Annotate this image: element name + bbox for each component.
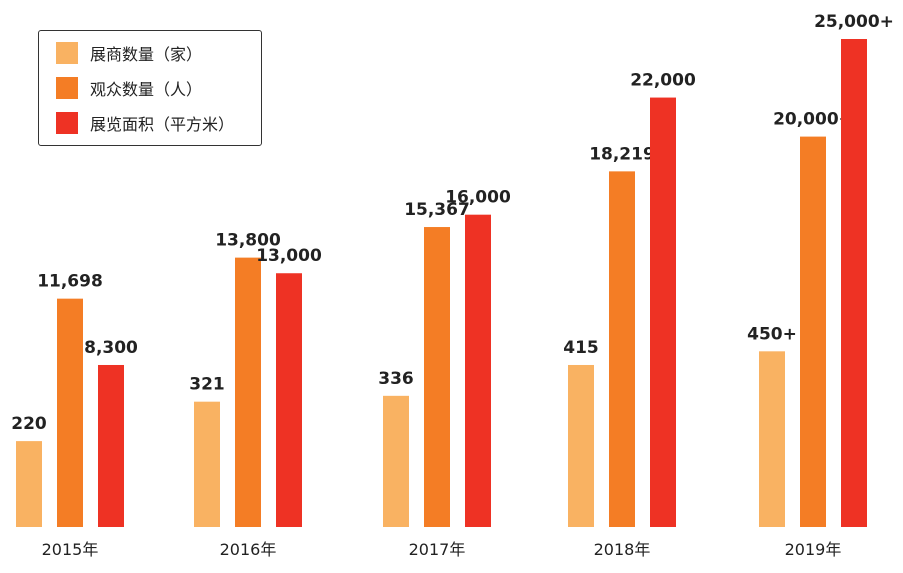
legend-swatch (56, 77, 78, 99)
legend-item-visitors: 观众数量（人） (56, 77, 202, 99)
bar (841, 39, 867, 527)
bar (424, 227, 450, 527)
legend-swatch (56, 42, 78, 64)
bar (759, 351, 785, 527)
data-label: 18,219 (589, 144, 655, 164)
data-label: 25,000+ (814, 12, 894, 32)
bar (650, 97, 676, 527)
data-label: 16,000 (445, 188, 511, 208)
data-label: 13,800 (215, 231, 281, 251)
bar (383, 395, 409, 527)
data-label: 450+ (747, 324, 797, 344)
data-label: 8,300 (84, 338, 138, 358)
data-label: 11,698 (37, 272, 103, 292)
data-label: 220 (11, 414, 47, 434)
x-tick-label: 2016年 (220, 540, 277, 559)
legend-item-exhibitors: 展商数量（家） (56, 42, 202, 64)
bar (235, 257, 261, 527)
x-tick-label: 2017年 (409, 540, 466, 559)
data-label: 415 (563, 338, 599, 358)
bar (194, 401, 220, 527)
bar (57, 298, 83, 527)
legend-label: 观众数量（人） (90, 80, 203, 99)
legend-label: 展商数量（家） (90, 45, 203, 64)
bar (98, 364, 124, 527)
data-label: 20,000+ (773, 110, 853, 130)
legend-label: 展览面积（平方米） (90, 115, 235, 134)
x-tick-label: 2019年 (785, 540, 842, 559)
data-label: 321 (189, 375, 225, 395)
data-label: 13,000 (256, 246, 322, 266)
bar (800, 136, 826, 527)
bar (609, 171, 635, 528)
data-label: 15,367 (404, 200, 470, 220)
data-label: 336 (378, 369, 414, 389)
x-tick-label: 2018年 (594, 540, 651, 559)
x-tick-label: 2015年 (42, 540, 99, 559)
bar (465, 214, 491, 527)
bar (568, 364, 594, 527)
bar (276, 273, 302, 527)
legend: 展商数量（家） 观众数量（人） 展览面积（平方米） (38, 30, 262, 146)
legend-item-area: 展览面积（平方米） (56, 112, 234, 134)
data-label: 22,000 (630, 71, 696, 91)
legend-swatch (56, 112, 78, 134)
bar (16, 441, 42, 527)
